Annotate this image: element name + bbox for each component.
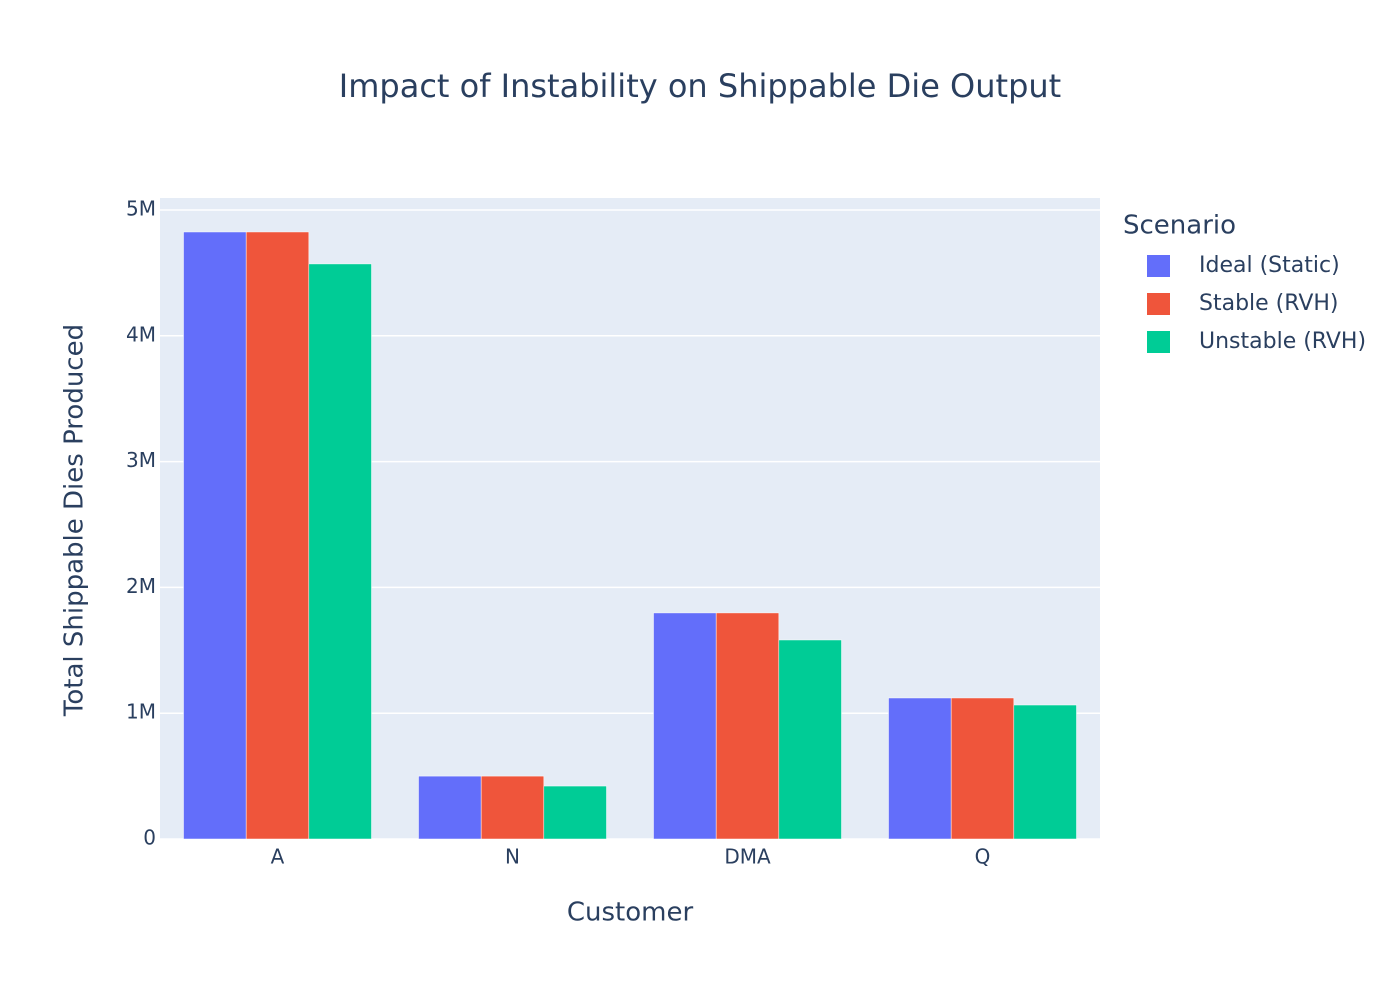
x-axis-title: Customer [567,898,694,928]
bar [418,775,482,840]
bar [653,612,717,840]
bar [778,639,842,840]
bar [480,775,545,840]
bar [245,231,310,840]
y-tick-label: 2M [126,574,156,598]
y-tick-label: 3M [126,448,156,472]
legend-label: Unstable (RVH) [1199,329,1366,354]
bar [950,697,1015,840]
bar [543,785,607,840]
legend-swatch [1147,293,1170,315]
y-tick-label: 1M [126,700,156,724]
x-tick-label: Q [975,845,991,869]
x-tick-label: A [271,845,285,869]
y-tick-label: 5M [126,196,156,220]
legend-label: Stable (RVH) [1199,291,1339,316]
x-tick-label: N [505,845,520,869]
legend-label: Ideal (Static) [1199,253,1340,278]
legend-title: Scenario [1123,211,1236,241]
bar [308,263,372,840]
bar [1013,704,1077,840]
bar [183,231,247,840]
legend-swatch [1147,331,1170,353]
bar [715,612,780,840]
y-tick-label: 0 [143,826,156,850]
x-tick-label: DMA [724,845,771,869]
y-axis-title: Total Shippable Dies Produced [60,324,90,717]
y-tick-label: 4M [126,322,156,346]
legend-swatch [1147,255,1170,277]
bar [888,697,952,840]
chart-title: Impact of Instability on Shippable Die O… [339,67,1061,105]
